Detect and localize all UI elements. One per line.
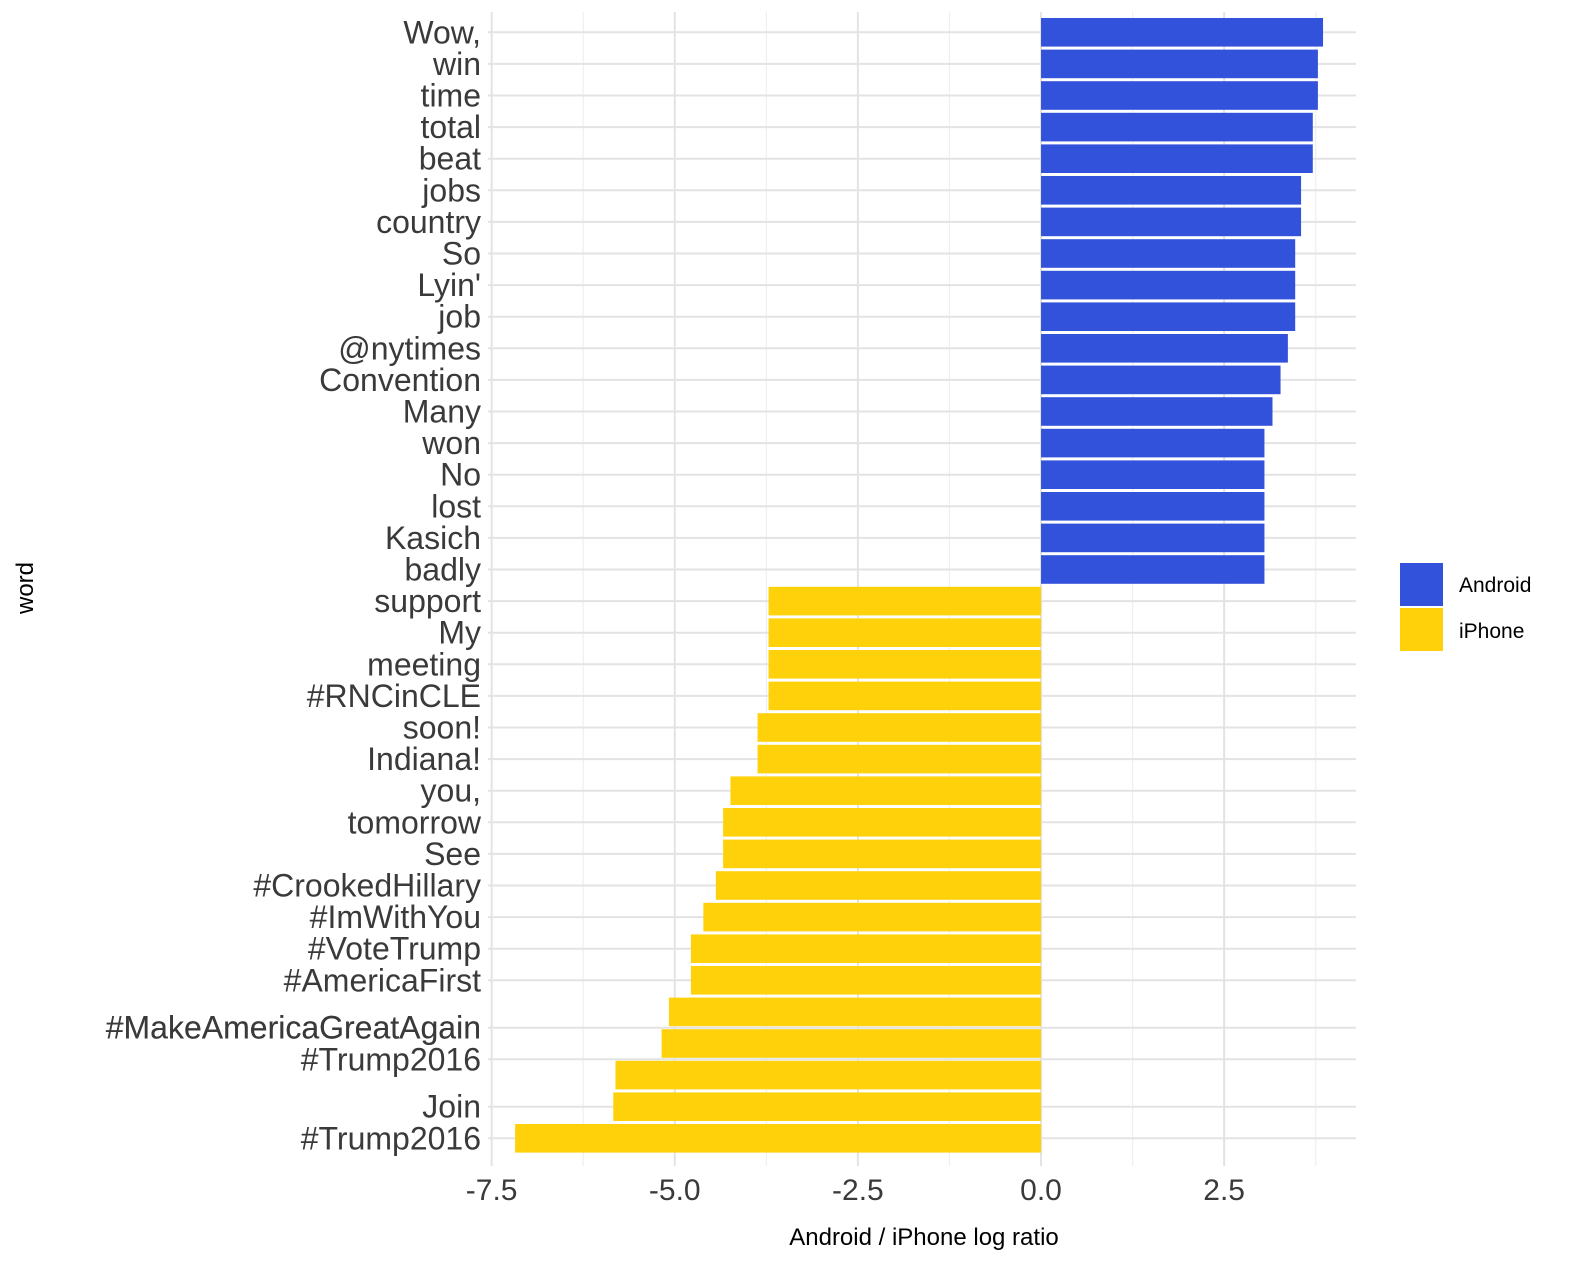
bar-Join xyxy=(613,1092,1042,1121)
bar-support xyxy=(768,586,1042,616)
bar-See xyxy=(723,839,1042,869)
y-tick-label: tomorrow xyxy=(348,804,482,840)
bar-meeting xyxy=(768,650,1042,679)
legend-label-iphone: iPhone xyxy=(1459,620,1524,643)
y-tick-label: meeting xyxy=(367,646,481,682)
legend-label-android: Android xyxy=(1459,574,1531,597)
y-tick-labels: Wow,wintimetotalbeatjobscountrySoLyin'jo… xyxy=(106,14,482,1156)
bar-Wow, xyxy=(1041,18,1324,47)
bar-So xyxy=(1041,239,1296,268)
legend-swatch-android xyxy=(1400,563,1443,606)
bars xyxy=(515,18,1324,1153)
y-tick-label: you, xyxy=(421,773,481,809)
y-tick-label: #Trump2016 xyxy=(301,1120,481,1156)
y-tick-label: Wow, xyxy=(403,14,481,50)
y-tick-label: jobs xyxy=(421,172,481,208)
bar-#Trump2016 xyxy=(515,1124,1042,1153)
y-tick-label: #ImWithYou xyxy=(310,899,481,935)
bar-My xyxy=(768,618,1042,647)
bar-Many xyxy=(1041,397,1273,426)
y-tick-label: #AmericaFirst xyxy=(284,962,481,998)
y-tick-label: See xyxy=(424,836,481,872)
bar-Convention xyxy=(1041,365,1281,395)
y-tick-label: badly xyxy=(405,552,482,588)
y-tick-label: #MakeAmericaGreatAgain xyxy=(106,1010,481,1046)
legend: Android iPhone xyxy=(1400,563,1531,651)
bar-jobs xyxy=(1041,176,1302,205)
x-tick-label: -7.5 xyxy=(466,1174,518,1207)
y-tick-label: Many xyxy=(403,394,481,430)
y-tick-label: won xyxy=(421,425,481,461)
bar-Indiana! xyxy=(757,744,1042,774)
y-tick-label: @nytimes xyxy=(338,330,481,366)
bar-total xyxy=(1041,112,1313,142)
bar-time xyxy=(1041,81,1318,110)
x-tick-label: -5.0 xyxy=(649,1174,701,1207)
y-tick-label: lost xyxy=(431,488,481,524)
y-axis-title: word xyxy=(12,562,39,615)
bar-#AmericaFirst xyxy=(690,966,1042,995)
x-tick-labels: -7.5 -5.0 -2.5 0.0 2.5 xyxy=(466,1174,1245,1207)
y-tick-label: #MakeAmericaGreatAgain xyxy=(106,1010,481,1046)
x-tick-label: 2.5 xyxy=(1203,1174,1245,1207)
bar-@nytimes xyxy=(1041,334,1288,363)
bar-#MakeAmericaGreatAgain xyxy=(668,997,1042,1027)
y-tick-label: So xyxy=(442,236,481,272)
y-tick-label: My xyxy=(438,615,481,651)
y-tick-label: #RNCinCLE xyxy=(307,678,481,714)
y-tick-label: Join xyxy=(422,1089,481,1125)
bar-tomorrow xyxy=(723,808,1042,837)
bar-country xyxy=(1041,207,1302,237)
x-tick-label: -2.5 xyxy=(832,1174,884,1207)
bar-#Trump2016 xyxy=(615,1060,1042,1090)
legend-swatch-iphone xyxy=(1400,608,1443,651)
bar-job xyxy=(1041,302,1296,331)
bar-won xyxy=(1041,428,1265,458)
bar-you, xyxy=(730,776,1042,805)
bar-#VoteTrump xyxy=(690,934,1042,963)
y-tick-label: #VoteTrump xyxy=(308,931,481,967)
y-tick-label: Lyin' xyxy=(417,267,481,303)
y-tick-label: soon! xyxy=(403,710,481,746)
y-tick-label: country xyxy=(376,204,481,240)
y-tick-label: Kasich xyxy=(385,520,481,556)
bar-#CrookedHillary xyxy=(715,871,1042,900)
y-tick-label: #CrookedHillary xyxy=(253,868,481,904)
bar-win xyxy=(1041,49,1318,79)
bar-soon! xyxy=(757,713,1042,742)
y-tick-label: #Trump2016 xyxy=(301,1041,481,1077)
y-tick-label: win xyxy=(432,46,481,82)
bar-badly xyxy=(1041,555,1265,584)
bar-Lyin' xyxy=(1041,270,1296,300)
y-tick-label: Convention xyxy=(319,362,481,398)
y-tick-label: Indiana! xyxy=(367,741,481,777)
y-tick-label: beat xyxy=(419,141,481,177)
y-tick-label: time xyxy=(421,78,481,114)
bar-lost xyxy=(1041,492,1265,521)
x-axis-title: Android / iPhone log ratio xyxy=(789,1224,1059,1251)
y-tick-label: No xyxy=(440,457,481,493)
bar-#RNCinCLE xyxy=(768,681,1042,711)
bar-beat xyxy=(1041,144,1313,173)
bar-#ImWithYou xyxy=(703,902,1042,932)
y-tick-label: job xyxy=(437,299,481,335)
y-tick-label: support xyxy=(374,583,481,619)
bar-#MakeAmericaGreatAgain xyxy=(661,1029,1042,1058)
y-tick-label: total xyxy=(421,109,481,145)
bar-Kasich xyxy=(1041,523,1265,553)
bar-No xyxy=(1041,460,1265,489)
x-tick-label: 0.0 xyxy=(1020,1174,1062,1207)
